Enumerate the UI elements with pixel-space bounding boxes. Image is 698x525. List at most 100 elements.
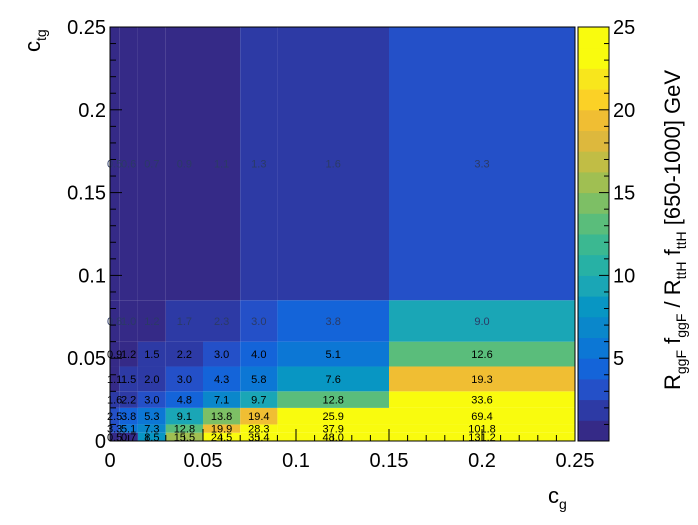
cell-value-label: 1.1	[214, 159, 229, 171]
colorbar-title-part: [650-1000] GeV	[660, 70, 685, 232]
heatmap-cell	[203, 407, 241, 425]
heatmap-cell	[119, 341, 138, 367]
cell-value-label: 2.5	[107, 411, 122, 423]
plot-frame	[109, 26, 576, 442]
colorbar-tick-label: 10	[613, 265, 635, 287]
heatmap-cell	[389, 391, 575, 408]
heatmap-cell	[165, 27, 203, 301]
colorbar-segment	[578, 254, 609, 276]
heatmap-cell	[119, 27, 138, 301]
heatmap-cell	[240, 424, 278, 433]
cell-value-label: 2.2	[177, 349, 192, 361]
cell-value-label: 0.7	[144, 159, 159, 171]
y-tick-label: 0.05	[67, 348, 106, 370]
heatmap-cell	[110, 424, 120, 433]
cell-value-label: 25.9	[322, 411, 343, 423]
x-axis: 0 0.05 0.1 0.15 0.2 0.25	[104, 429, 594, 472]
cell-value-label: 3.0	[214, 349, 229, 361]
cell-value-label: 69.4	[471, 411, 492, 423]
heatmap-cell	[277, 424, 389, 433]
x-tick-label: 0.15	[370, 450, 409, 472]
heatmap-cell	[389, 341, 575, 367]
colorbar-tick-label: 5	[613, 348, 624, 370]
cell-value-label: 1.0	[121, 316, 136, 328]
cell-value-label: 1.6	[107, 395, 122, 407]
colorbar-segment	[578, 378, 609, 401]
heatmap-cell	[389, 366, 575, 392]
x-tick-label: 0	[104, 450, 115, 472]
heatmap-cell	[137, 300, 166, 342]
colorbar-tick-label: 25	[613, 17, 635, 39]
heatmap-cell	[165, 366, 203, 392]
heatmap-cell	[203, 341, 241, 367]
heatmap-cell	[119, 391, 138, 408]
colorbar-segment	[578, 192, 609, 214]
cell-value-label: 3.0	[177, 374, 192, 386]
colorbar-segment	[578, 89, 609, 111]
colorbar-segment	[578, 316, 609, 338]
colorbar-segment	[578, 47, 609, 69]
cell-value-label: 3.8	[121, 411, 136, 423]
heatmap-cell	[110, 407, 120, 425]
cell-value-label: 12.8	[174, 424, 195, 436]
cell-value-label: 19.3	[471, 374, 492, 386]
heatmap-cell	[137, 432, 166, 441]
heatmap-cell	[119, 407, 138, 425]
heatmap-cell	[110, 432, 120, 441]
heatmap-cell	[203, 300, 241, 342]
cell-value-label: 2.2	[121, 395, 136, 407]
heatmap-cell	[277, 300, 389, 342]
cell-value-label: 7.1	[214, 395, 229, 407]
cell-value-label: 12.8	[322, 395, 343, 407]
y-tick-label: 0.1	[78, 265, 106, 287]
cell-value-label: 0.9	[177, 159, 192, 171]
heatmap-cell	[240, 27, 278, 301]
colorbar-segment	[578, 130, 609, 152]
heatmap-cell	[277, 341, 389, 367]
colorbar-segment	[578, 213, 609, 235]
cell-value-label: 7.3	[144, 424, 159, 436]
heatmap-cell	[165, 424, 203, 433]
heatmap-cell	[277, 366, 389, 392]
colorbar-title-part: ttH	[673, 231, 689, 249]
cell-value-label: 7.6	[326, 374, 341, 386]
cell-value-label: 12.6	[471, 349, 492, 361]
heatmap-cell	[110, 341, 120, 367]
cell-value-label: 19.9	[211, 424, 232, 436]
cell-value-label: 33.6	[471, 395, 492, 407]
heatmap-cell	[110, 27, 120, 301]
colorbar-title-part: R	[660, 374, 685, 390]
heatmap-cell	[240, 300, 278, 342]
x-axis-title: cg	[548, 483, 567, 512]
heatmap-cell	[203, 27, 241, 301]
heatmap-cell	[165, 341, 203, 367]
colorbar-segment	[578, 109, 609, 131]
heatmap-cell	[203, 424, 241, 433]
cell-value-label: 19.4	[248, 411, 269, 423]
heatmap-cell	[277, 27, 389, 301]
cell-value-label: 4.3	[214, 374, 229, 386]
cell-value-label: 37.9	[322, 424, 343, 436]
colorbar-segment	[578, 296, 609, 318]
heatmap-cell	[165, 300, 203, 342]
cell-value-label: 1.6	[326, 159, 341, 171]
colorbar-title-part: ttH	[673, 262, 689, 280]
heatmap-cell	[110, 300, 120, 342]
colorbar-segment	[578, 68, 609, 90]
cell-value-label: 9.7	[251, 395, 266, 407]
cell-value-label: 5.1	[326, 349, 341, 361]
cell-value-label: 0.5	[107, 159, 122, 171]
colorbar-segment	[578, 27, 609, 49]
colorbar-tick-label: 20	[613, 100, 635, 122]
cell-value-label: 13.8	[211, 411, 232, 423]
colorbar-axis: 5 10 15 20 25	[599, 17, 635, 425]
y-tick-label: 0.25	[67, 17, 106, 39]
heatmap-cell	[119, 300, 138, 342]
colorbar-title-part: f	[660, 337, 685, 350]
y-axis-title: ctg	[20, 29, 49, 52]
y-tick-label: 0.2	[78, 100, 106, 122]
cell-value-label: 3.3	[474, 159, 489, 171]
heatmap-cell	[119, 366, 138, 392]
heatmap-cell	[165, 391, 203, 408]
